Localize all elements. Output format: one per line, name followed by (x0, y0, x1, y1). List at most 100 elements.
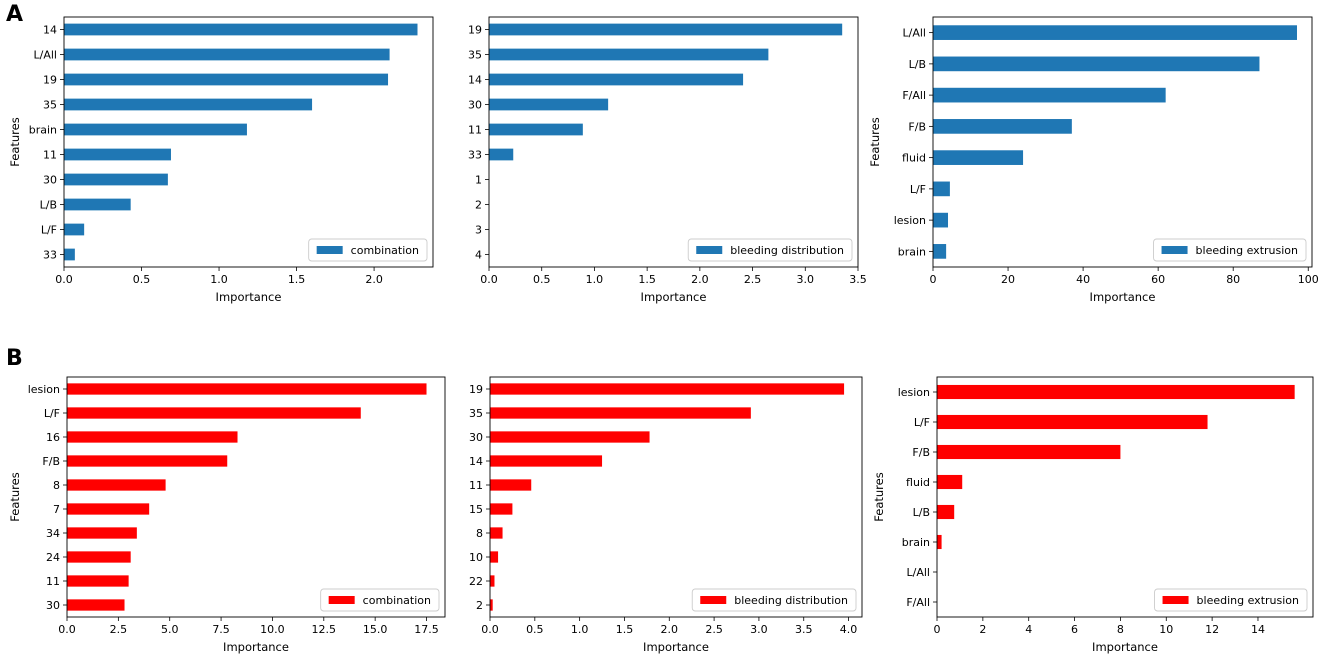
bar-15 (490, 503, 513, 515)
y-tick-label-brain: brain (29, 124, 57, 137)
y-tick-label-11: 11 (469, 479, 483, 492)
y-tick-label-14: 14 (468, 74, 482, 87)
bar-35 (490, 407, 751, 419)
bar-22 (490, 575, 495, 587)
legend-label: bleeding extrusion (1196, 244, 1298, 257)
legend-swatch (696, 246, 723, 254)
y-tick-label-lesion: lesion (28, 383, 60, 396)
x-tick-label: 2.5 (705, 623, 723, 636)
x-tick-label: 0.0 (58, 623, 76, 636)
legend-swatch (328, 596, 355, 604)
legend-label: bleeding distribution (730, 244, 844, 257)
bar-34 (67, 527, 137, 539)
y-axis-label: Features (8, 472, 22, 521)
plot-frame (489, 376, 863, 618)
x-tick-label: 0.5 (526, 623, 544, 636)
y-tick-label-4: 4 (475, 249, 482, 262)
x-tick-label: 10 (1159, 623, 1173, 636)
bar-16 (67, 431, 238, 443)
x-axis-label: Importance (223, 640, 289, 654)
x-tick-label: 8 (1117, 623, 1124, 636)
y-tick-label-l-all: L/All (903, 27, 926, 40)
y-tick-label-34: 34 (46, 527, 60, 540)
y-tick-label-2: 2 (476, 599, 483, 612)
y-tick-label-11: 11 (468, 124, 482, 137)
x-axis-label: Importance (643, 640, 709, 654)
bar-30 (490, 431, 650, 443)
bar-f-b (933, 119, 1072, 134)
y-tick-label-14: 14 (43, 24, 57, 37)
x-tick-label: 0.0 (55, 273, 73, 286)
y-tick-label-35: 35 (468, 49, 482, 62)
bar-l-b (937, 504, 955, 520)
plot-frame (488, 16, 859, 268)
x-tick-label: 20 (1001, 273, 1015, 286)
x-tick-label: 3.0 (797, 273, 815, 286)
x-tick-label: 12 (1205, 623, 1219, 636)
bar-14 (489, 73, 744, 86)
bar-lesion (933, 212, 949, 228)
bar-l-all (64, 48, 390, 61)
y-tick-label-f-b: F/B (42, 455, 60, 468)
y-tick-label-11: 11 (46, 575, 60, 588)
x-tick-label: 0 (934, 623, 941, 636)
bar-30 (64, 173, 168, 186)
y-tick-label-33: 33 (43, 249, 57, 262)
legend: bleeding distribution (691, 588, 857, 612)
bar-8 (67, 479, 166, 491)
x-tick-label: 7.5 (212, 623, 230, 636)
y-tick-label-8: 8 (476, 527, 483, 540)
bar-brain (64, 123, 247, 136)
x-tick-label: 0.0 (481, 623, 499, 636)
y-tick-label-l-f: L/F (910, 183, 926, 196)
legend-swatch (1161, 246, 1188, 254)
legend: bleeding distribution (687, 238, 853, 262)
chart-b1: lesion L/F 16 F/B 8 7 34 24 11 30 0.0 2.5 5.0 7.5 10.0… (8, 376, 446, 654)
bar-f-b (937, 444, 1121, 460)
y-axis-label: Features (868, 117, 882, 166)
bar-35 (489, 48, 769, 61)
legend-box (1153, 238, 1307, 262)
bar-11 (490, 479, 532, 491)
y-tick-label-2: 2 (475, 199, 482, 212)
legend-box (691, 588, 857, 612)
y-axis-label: Features (872, 472, 886, 521)
x-tick-label: 17.5 (414, 623, 439, 636)
x-tick-label: 10.0 (260, 623, 285, 636)
bar-8 (490, 527, 503, 539)
x-tick-label: 0.0 (480, 273, 498, 286)
y-tick-label-14: 14 (469, 455, 483, 468)
bar-7 (67, 503, 150, 515)
y-tick-label-f-b: F/B (908, 120, 926, 133)
bar-30 (67, 599, 125, 611)
bar-l-f (67, 407, 361, 419)
y-tick-label-brain: brain (902, 536, 930, 549)
y-tick-label-30: 30 (43, 174, 57, 187)
bar-33 (64, 248, 75, 261)
x-tick-label: 12.5 (312, 623, 337, 636)
x-tick-label: 2 (979, 623, 986, 636)
y-tick-label-30: 30 (46, 599, 60, 612)
y-tick-label-19: 19 (468, 24, 482, 37)
legend-label: combination (351, 244, 419, 257)
bar-l-b (933, 56, 1260, 72)
bar-10 (490, 551, 499, 563)
chart-b3: lesion L/F F/B fluid L/B brain L/All F/All 0 2 4 6 8… (872, 376, 1314, 654)
y-tick-label-lesion: lesion (894, 214, 926, 227)
x-tick-label: 0.5 (533, 273, 551, 286)
legend: bleeding extrusion (1153, 238, 1307, 262)
bar-fluid (933, 150, 1024, 165)
x-tick-label: 2.0 (661, 623, 679, 636)
bar-30 (489, 98, 609, 111)
bar-l-f (937, 414, 1208, 430)
y-tick-label-8: 8 (53, 479, 60, 492)
y-tick-label-l-b: L/B (40, 199, 57, 212)
x-axis-label: Importance (1090, 290, 1156, 304)
bar-19 (490, 383, 845, 395)
bar-11 (64, 148, 171, 161)
y-tick-label-22: 22 (469, 575, 483, 588)
x-tick-label: 100 (1298, 273, 1319, 286)
bar-11 (489, 123, 583, 136)
